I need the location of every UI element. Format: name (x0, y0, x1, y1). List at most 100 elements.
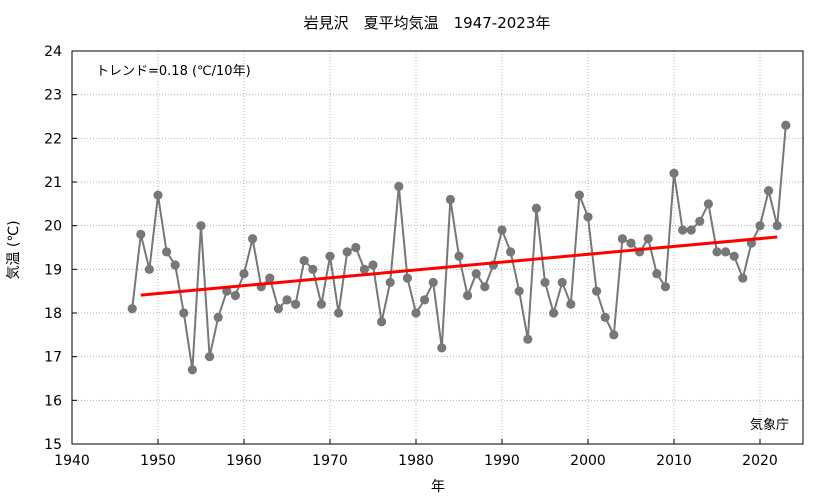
y-tick-label: 20 (44, 219, 62, 235)
data-point (308, 264, 318, 274)
data-point (205, 352, 215, 362)
source-annotation: 気象庁 (750, 417, 789, 433)
data-point (394, 181, 404, 191)
data-point (669, 168, 679, 178)
y-tick-label: 17 (44, 350, 62, 366)
y-tick-label: 19 (44, 262, 62, 278)
data-point (686, 225, 696, 235)
x-tick-label: 1940 (54, 453, 90, 469)
x-tick-label: 2010 (656, 453, 692, 469)
data-point (721, 247, 731, 257)
y-axis: 15 16 17 18 19 20 21 22 23 24 (44, 44, 77, 453)
data-point (703, 199, 714, 209)
x-tick-label: 1950 (140, 453, 176, 469)
y-tick-label: 24 (44, 44, 62, 60)
series-line (131, 125, 787, 370)
data-point (652, 269, 662, 279)
trend (140, 235, 778, 297)
data-point (153, 190, 163, 200)
y-tick-label: 15 (44, 437, 62, 453)
data-point (574, 190, 585, 200)
y-tick-label: 22 (44, 131, 62, 147)
data-point (712, 247, 722, 257)
y-tick-label: 16 (44, 393, 62, 409)
data-point (764, 186, 774, 196)
data-point (738, 273, 748, 283)
y-tick-label: 23 (44, 88, 62, 104)
data-point (187, 365, 197, 375)
data-point (411, 308, 421, 318)
data-point (480, 282, 490, 292)
data-point (230, 290, 240, 301)
data-point (463, 290, 473, 301)
data-point (497, 225, 507, 235)
series (127, 120, 791, 375)
data-point (127, 304, 137, 314)
data-point (334, 308, 344, 318)
data-point (583, 212, 593, 222)
data-point (162, 247, 172, 257)
data-point (179, 308, 189, 318)
x-tick-label: 1960 (226, 453, 262, 469)
data-point (136, 229, 146, 239)
data-point (342, 247, 352, 257)
x-tick-label: 1970 (312, 453, 348, 469)
data-point (213, 312, 223, 322)
data-point (626, 238, 636, 248)
data-point (781, 120, 791, 130)
trend-annotation: トレンド=0.18 (℃/10年) (96, 64, 251, 79)
x-tick-label: 2000 (570, 453, 606, 469)
x-axis: 1940 1950 1960 1970 1980 1990 2000 2010 2020 (54, 439, 778, 469)
data-point (144, 264, 154, 274)
grid (72, 51, 803, 444)
data-point (643, 234, 653, 244)
data-point (660, 282, 671, 292)
data-point (514, 286, 524, 296)
y-tick-label: 21 (44, 175, 62, 191)
data-point (377, 317, 387, 327)
data-point (531, 203, 542, 213)
data-point (420, 295, 430, 305)
data-point (540, 277, 550, 288)
data-point (265, 273, 275, 283)
data-point (170, 260, 180, 270)
data-point (609, 330, 619, 340)
data-point (368, 260, 378, 270)
data-point (325, 251, 335, 261)
data-point (523, 334, 533, 344)
y-axis-label: 気温 (℃) (6, 220, 22, 279)
data-point (273, 304, 283, 314)
data-point (729, 251, 739, 261)
data-point (428, 277, 438, 288)
data-point (385, 277, 395, 288)
data-point (557, 277, 567, 288)
data-point (600, 312, 610, 322)
data-point (454, 251, 464, 261)
trend-line (140, 235, 778, 297)
data-point (299, 256, 309, 266)
data-point (566, 299, 576, 309)
data-point (196, 221, 206, 231)
data-point (617, 234, 628, 244)
chart-title: 岩見沢 夏平均気温 1947-2023年 (304, 14, 551, 32)
plot-frame (71, 50, 804, 445)
data-point (695, 216, 705, 226)
data-point (772, 221, 782, 231)
x-tick-label: 1990 (484, 453, 520, 469)
data-point (592, 286, 602, 296)
data-point (248, 234, 258, 244)
data-point (506, 247, 516, 257)
data-point (239, 269, 249, 279)
data-point (755, 221, 765, 231)
x-tick-label: 2020 (742, 453, 778, 469)
data-point (445, 194, 455, 205)
data-point (316, 299, 326, 309)
y-tick-label: 18 (44, 306, 62, 322)
x-tick-label: 1980 (398, 453, 434, 469)
data-point (437, 343, 447, 353)
x-axis-label: 年 (431, 479, 445, 495)
data-point (291, 299, 301, 309)
data-point (471, 269, 481, 279)
data-point (549, 308, 559, 318)
